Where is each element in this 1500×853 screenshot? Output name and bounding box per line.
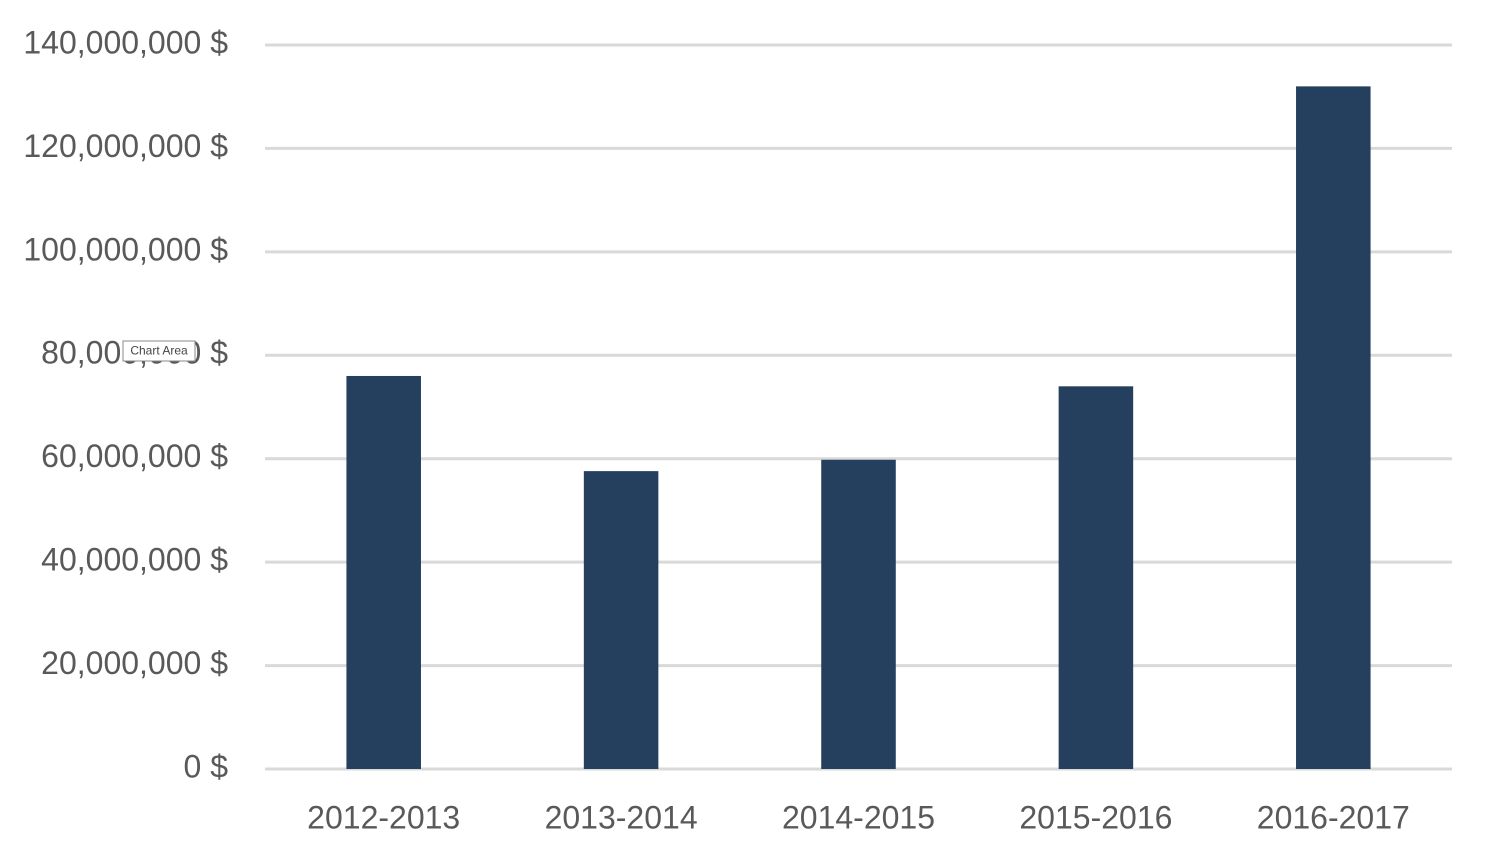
tooltip-box bbox=[122, 340, 196, 362]
y-tick-label: 20,000,000 $ bbox=[41, 645, 228, 681]
bars bbox=[346, 86, 1371, 769]
x-tick-label: 2015-2016 bbox=[1019, 799, 1172, 835]
y-tick-label: 120,000,000 $ bbox=[23, 128, 228, 164]
labels: 0 $20,000,000 $40,000,000 $60,000,000 $8… bbox=[23, 24, 1409, 835]
bar bbox=[583, 471, 659, 769]
x-tick-label: 2013-2014 bbox=[545, 799, 698, 835]
x-tick-label: 2016-2017 bbox=[1257, 799, 1410, 835]
tooltip-text: Chart Area bbox=[130, 344, 188, 358]
y-tick-label: 140,000,000 $ bbox=[23, 24, 228, 60]
y-tick-label: 0 $ bbox=[184, 748, 229, 784]
bar bbox=[1058, 386, 1134, 769]
bar bbox=[346, 375, 421, 769]
y-tick-label: 40,000,000 $ bbox=[41, 542, 228, 578]
x-tick-label: 2014-2015 bbox=[782, 799, 935, 835]
bar bbox=[821, 459, 896, 769]
x-tick-label: 2012-2013 bbox=[307, 799, 460, 835]
y-tick-label: 60,000,000 $ bbox=[41, 438, 228, 474]
tooltip: Chart Area bbox=[122, 340, 196, 362]
y-tick-label: 100,000,000 $ bbox=[23, 231, 228, 267]
bar bbox=[1296, 86, 1371, 769]
